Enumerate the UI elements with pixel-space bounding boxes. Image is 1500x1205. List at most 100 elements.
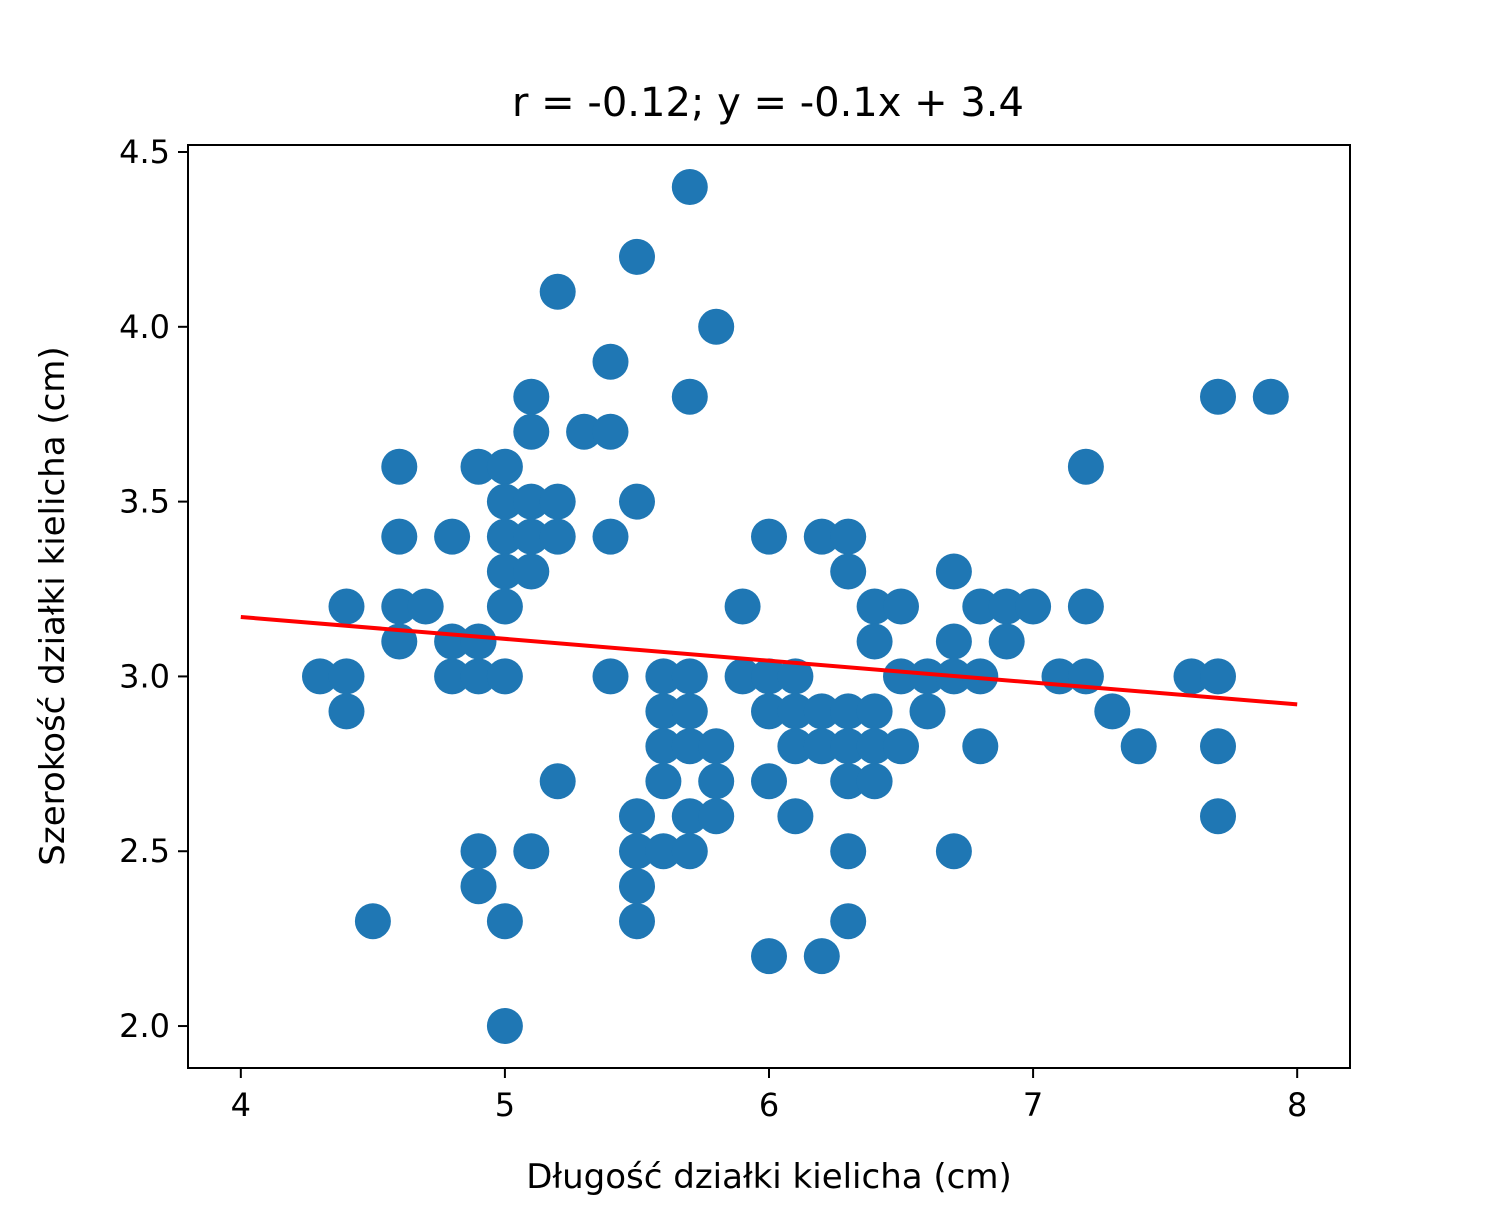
data-point	[751, 763, 787, 800]
data-point	[724, 658, 761, 695]
data-point	[962, 588, 999, 625]
data-point	[751, 693, 787, 730]
data-point	[724, 588, 761, 625]
data-point	[698, 798, 735, 835]
data-point	[513, 483, 550, 520]
data-point	[645, 833, 682, 870]
data-point	[592, 518, 629, 555]
data-point	[407, 588, 444, 625]
data-point	[1173, 658, 1210, 695]
data-point	[883, 588, 919, 625]
plot-area-frame	[187, 144, 1351, 1069]
data-point	[1120, 728, 1157, 765]
data-point	[988, 623, 1025, 660]
y-tick-label: 3.0	[119, 657, 170, 695]
data-point	[592, 343, 629, 380]
data-point	[381, 448, 418, 485]
data-point	[486, 483, 523, 520]
data-point	[513, 378, 550, 415]
regression-line	[240, 615, 1298, 707]
data-point	[328, 588, 365, 625]
data-point	[777, 693, 814, 730]
data-point	[830, 553, 867, 590]
x-tick-label: 7	[1023, 1086, 1043, 1124]
x-axis-label: Długość działki kielicha (cm)	[526, 1157, 1011, 1197]
data-point	[460, 833, 497, 870]
data-point	[619, 833, 655, 870]
y-axis-label: Szerokość działki kielicha (cm)	[33, 346, 73, 865]
data-point	[883, 728, 919, 765]
data-point	[539, 483, 576, 520]
data-point	[1015, 588, 1052, 625]
data-point	[460, 448, 497, 485]
data-point	[592, 413, 629, 450]
data-point	[671, 798, 708, 835]
data-point	[434, 518, 471, 555]
data-point	[671, 728, 708, 765]
y-tick-label: 4.0	[119, 308, 170, 346]
y-tick-label: 2.5	[119, 832, 170, 870]
data-point	[460, 658, 497, 695]
data-point	[1200, 378, 1236, 415]
data-point	[513, 413, 550, 450]
data-point	[645, 728, 682, 765]
data-point	[619, 903, 655, 940]
data-point	[803, 938, 840, 975]
data-point	[619, 868, 655, 905]
data-point	[856, 623, 893, 660]
data-point	[803, 693, 840, 730]
data-point	[751, 658, 787, 695]
x-tick-label: 6	[759, 1086, 779, 1124]
data-point	[328, 658, 365, 695]
data-point	[645, 658, 682, 695]
data-point	[1067, 588, 1104, 625]
data-point	[486, 448, 523, 485]
data-point	[830, 903, 867, 940]
data-point	[513, 518, 550, 555]
data-point	[539, 518, 576, 555]
y-tick-label: 4.5	[119, 133, 170, 171]
data-point	[592, 658, 629, 695]
data-point	[777, 658, 814, 695]
points-layer	[302, 169, 1289, 1044]
x-tick-label: 5	[495, 1086, 515, 1124]
data-point	[935, 553, 972, 590]
data-point	[619, 798, 655, 835]
x-tick-label: 8	[1287, 1086, 1307, 1124]
data-point	[486, 1008, 523, 1044]
data-point	[777, 798, 814, 835]
data-point	[751, 518, 787, 555]
data-point	[856, 728, 893, 765]
data-point	[486, 518, 523, 555]
data-point	[883, 658, 919, 695]
x-axis-ticks: 4 5 6 7 8	[231, 1068, 1307, 1124]
data-point	[1200, 798, 1236, 835]
data-point	[988, 588, 1025, 625]
data-point	[671, 833, 708, 870]
data-point	[645, 693, 682, 730]
data-point	[1252, 378, 1289, 415]
data-point	[803, 728, 840, 765]
data-point	[935, 833, 972, 870]
data-point	[566, 413, 603, 450]
chart-title: r = -0.12; y = -0.1x + 3.4	[512, 80, 1024, 126]
y-tick-label: 3.5	[119, 483, 170, 521]
data-point	[619, 483, 655, 520]
data-point	[1094, 693, 1131, 730]
data-point	[830, 728, 867, 765]
y-axis-ticks: 2.0 2.5 3.0 3.5 4.0 4.5	[119, 133, 188, 1045]
data-point	[354, 903, 391, 940]
data-point	[830, 763, 867, 800]
data-point	[539, 763, 576, 800]
data-point	[434, 658, 471, 695]
data-point	[856, 763, 893, 800]
data-point	[830, 693, 867, 730]
data-point	[777, 728, 814, 765]
data-point	[803, 518, 840, 555]
data-point	[381, 588, 418, 625]
x-tick-label: 4	[231, 1086, 251, 1124]
data-point	[328, 693, 365, 730]
trend-layer	[240, 615, 1298, 707]
